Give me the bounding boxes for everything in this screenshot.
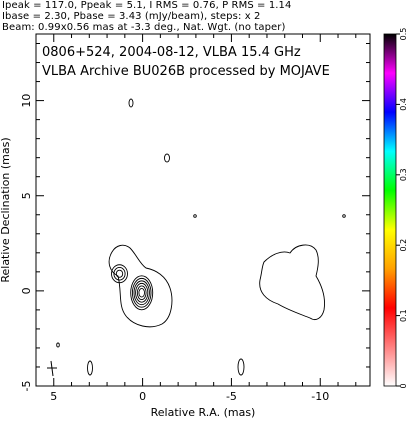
secondary-contour-ring	[113, 266, 126, 281]
core-contour-ring	[138, 288, 145, 298]
contour-layer	[56, 98, 346, 376]
secondary-contour-ring	[115, 269, 124, 278]
core-outer-contour	[108, 244, 173, 328]
south-knot-contour-1	[87, 360, 93, 376]
colorbar-tick-label: 0.5	[399, 28, 408, 41]
y-tick-label: 0	[20, 287, 33, 294]
x-tick-label: 5	[50, 390, 57, 403]
y-tick-label: 10	[20, 94, 33, 108]
core-contours	[111, 264, 154, 311]
colorbar-tick-label: 0.2	[399, 239, 408, 252]
colorbar	[383, 33, 397, 387]
core-contour-ring	[136, 285, 147, 301]
plot-header: Ipeak = 117.0, Ppeak = 5.1, I RMS = 0.76…	[2, 0, 407, 33]
chart-title-line-2: VLBA Archive BU026B processed by MOJAVE	[42, 64, 330, 79]
header-line-1: Ipeak = 117.0, Ppeak = 5.1, I RMS = 0.76…	[2, 0, 292, 11]
x-axis-ticks: 5 0 -5 -10	[35, 34, 357, 403]
colorbar-tick-label: 0	[399, 383, 408, 388]
beam-cross	[47, 360, 57, 377]
north-knot-contour	[128, 98, 134, 108]
y-tick-label: -5	[20, 381, 33, 392]
y-tick-label: 5	[20, 192, 33, 199]
core-contour-ring	[133, 280, 150, 306]
plot-frame	[35, 33, 371, 387]
small-knot-contour-1	[193, 214, 197, 218]
y-axis-label: Relative Declination (mas)	[0, 137, 12, 282]
small-knot-contour-2	[342, 214, 346, 218]
core-contour-ring	[131, 277, 152, 308]
colorbar-tick-label: 0.3	[399, 168, 408, 181]
x-axis-label: Relative R.A. (mas)	[151, 406, 256, 419]
small-knot-contour-3	[56, 342, 60, 348]
west-lobe-contour	[259, 244, 325, 321]
colorbar-tick-label: 0.1	[399, 309, 408, 322]
jet-knot-contour	[164, 153, 170, 163]
core-contour-ring	[135, 282, 149, 303]
header-line-2: Ibase = 2.30, Pbase = 3.43 (mJy/beam), s…	[2, 11, 261, 22]
x-tick-label: 0	[139, 390, 146, 403]
x-tick-label: -5	[226, 390, 237, 403]
colorbar-ticks: 0 0.1 0.2 0.3 0.4 0.5	[396, 28, 408, 389]
header-line-3: Beam: 0.99x0.56 mas at -3.3 deg., Nat. W…	[2, 22, 286, 33]
x-tick-label: -10	[311, 390, 329, 403]
y-axis-ticks: -5 0 5 10	[20, 43, 370, 392]
chart-title-line-1: 0806+524, 2004-08-12, VLBA 15.4 GHz	[42, 45, 301, 60]
core-contour-ring	[130, 275, 154, 311]
south-knot-contour-2	[237, 358, 245, 376]
colorbar-tick-label: 0.4	[399, 98, 408, 111]
